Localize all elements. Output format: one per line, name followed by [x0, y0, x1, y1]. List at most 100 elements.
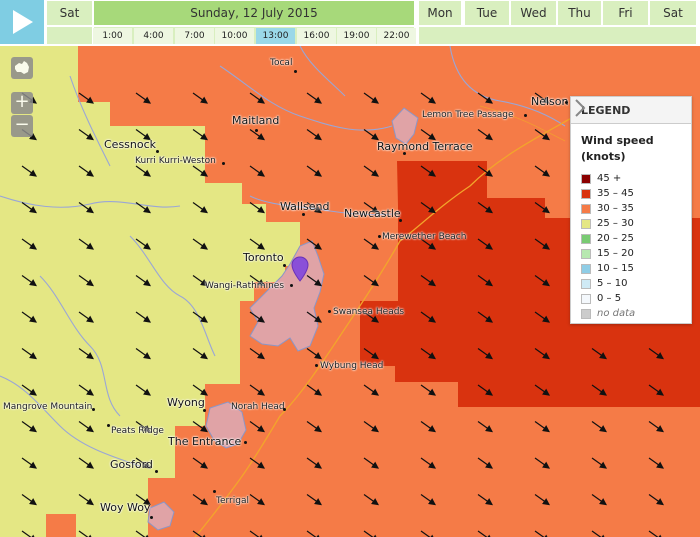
arrow-southeast-icon: [363, 384, 379, 396]
arrow-southeast-icon: [591, 494, 607, 506]
brisbane-water: [147, 501, 175, 531]
day-current[interactable]: Sunday, 12 July 2015: [94, 1, 414, 25]
arrow-southeast-icon: [249, 421, 265, 433]
place-dot: [524, 114, 527, 117]
place-dot: [378, 235, 381, 238]
arrow-southeast-icon: [135, 165, 151, 177]
arrow-southeast-icon: [192, 92, 208, 104]
arrow-southeast-icon: [306, 165, 322, 177]
hour-10[interactable]: 10:00: [215, 28, 254, 44]
arrow-southeast-icon: [78, 238, 94, 250]
arrow-southeast-icon: [249, 92, 265, 104]
hunter-estuary: [391, 107, 419, 145]
place-dot: [403, 152, 406, 155]
day-next-sat[interactable]: Sat: [650, 1, 696, 25]
australia-map-icon: [15, 61, 29, 74]
place-terrigal: Terrigal: [216, 496, 249, 506]
location-pin-icon[interactable]: [291, 256, 309, 282]
wind-speed-map[interactable]: Maitland Cessnock Raymond Terrace Wallse…: [0, 46, 700, 537]
layers-button[interactable]: [11, 57, 33, 79]
place-peats-ridge: Peats Ridge: [111, 426, 164, 436]
place-dot: [255, 129, 258, 132]
arrow-southeast-icon: [249, 348, 265, 360]
place-norah-head: Norah Head: [231, 402, 285, 412]
day-wed[interactable]: Wed: [511, 1, 556, 25]
zoom-out-button[interactable]: −: [11, 115, 33, 137]
legend-label: 0 – 5: [597, 293, 622, 304]
arrow-southeast-icon: [21, 165, 37, 177]
play-button[interactable]: [0, 0, 44, 44]
arrow-southeast-icon: [363, 165, 379, 177]
arrow-southeast-icon: [420, 311, 436, 323]
arrow-southeast-icon: [477, 202, 493, 214]
arrow-southeast-icon: [21, 275, 37, 287]
arrow-southeast-icon: [306, 311, 322, 323]
arrow-southeast-icon: [192, 202, 208, 214]
place-dot: [92, 408, 95, 411]
day-tue[interactable]: Tue: [465, 1, 509, 25]
legend-label: 25 – 30: [597, 218, 634, 229]
arrow-southeast-icon: [534, 457, 550, 469]
arrow-southeast-icon: [306, 421, 322, 433]
legend-item: 10 – 15: [581, 263, 634, 277]
arrow-southeast-icon: [78, 348, 94, 360]
place-dot: [244, 441, 247, 444]
arrow-southeast-icon: [21, 457, 37, 469]
place-dot: [222, 162, 225, 165]
hour-22[interactable]: 22:00: [377, 28, 416, 44]
arrow-southeast-icon: [420, 348, 436, 360]
zoom-in-button[interactable]: +: [11, 92, 33, 114]
legend-item: 5 – 10: [581, 278, 627, 292]
arrow-southeast-icon: [135, 311, 151, 323]
arrow-southeast-icon: [192, 311, 208, 323]
arrow-southeast-icon: [477, 494, 493, 506]
legend-header[interactable]: LEGEND: [571, 97, 691, 124]
arrow-southeast-icon: [135, 348, 151, 360]
arrow-southeast-icon: [249, 238, 265, 250]
day-prev-sat[interactable]: Sat: [47, 1, 92, 25]
town-newcastle: Newcastle: [344, 207, 401, 220]
town-gosford: Gosford: [110, 458, 153, 471]
legend-label: 5 – 10: [597, 278, 628, 289]
arrow-southeast-icon: [78, 494, 94, 506]
arrow-southeast-icon: [648, 530, 664, 537]
arrow-southeast-icon: [135, 384, 151, 396]
arrow-southeast-icon: [249, 165, 265, 177]
hour-strip-prev[interactable]: [47, 27, 92, 44]
arrow-southeast-icon: [591, 348, 607, 360]
place-dot: [294, 70, 297, 73]
hour-19[interactable]: 19:00: [337, 28, 376, 44]
hour-13-selected[interactable]: 13:00: [256, 28, 295, 44]
arrow-southeast-icon: [78, 530, 94, 537]
legend-variable: Wind speed (knots): [581, 134, 654, 163]
hour-4[interactable]: 4:00: [134, 28, 173, 44]
arrow-southeast-icon: [78, 165, 94, 177]
hour-1[interactable]: 1:00: [93, 28, 132, 44]
hour-7[interactable]: 7:00: [175, 28, 214, 44]
arrow-southeast-icon: [306, 457, 322, 469]
legend-swatch: [581, 263, 591, 274]
legend-label: 20 – 25: [597, 233, 634, 244]
arrow-southeast-icon: [135, 92, 151, 104]
arrow-southeast-icon: [21, 421, 37, 433]
day-mon[interactable]: Mon: [419, 1, 461, 25]
arrow-southeast-icon: [477, 311, 493, 323]
chevron-right-icon[interactable]: [571, 97, 589, 119]
legend-swatch: [581, 188, 591, 199]
hour-strip-next[interactable]: [419, 27, 696, 44]
road: [479, 105, 566, 142]
arrow-southeast-icon: [306, 275, 322, 287]
day-thu[interactable]: Thu: [558, 1, 601, 25]
day-fri[interactable]: Fri: [603, 1, 648, 25]
arrow-southeast-icon: [363, 238, 379, 250]
arrow-southeast-icon: [420, 202, 436, 214]
arrow-southeast-icon: [21, 530, 37, 537]
place-dot: [399, 219, 402, 222]
hour-16[interactable]: 16:00: [297, 28, 336, 44]
legend-swatch: [581, 248, 591, 259]
arrow-southeast-icon: [420, 530, 436, 537]
time-navigation: Sat Sunday, 12 July 2015 Mon Tue Wed Thu…: [0, 0, 700, 46]
arrow-southeast-icon: [306, 494, 322, 506]
place-dot: [155, 470, 158, 473]
arrow-southeast-icon: [477, 92, 493, 104]
